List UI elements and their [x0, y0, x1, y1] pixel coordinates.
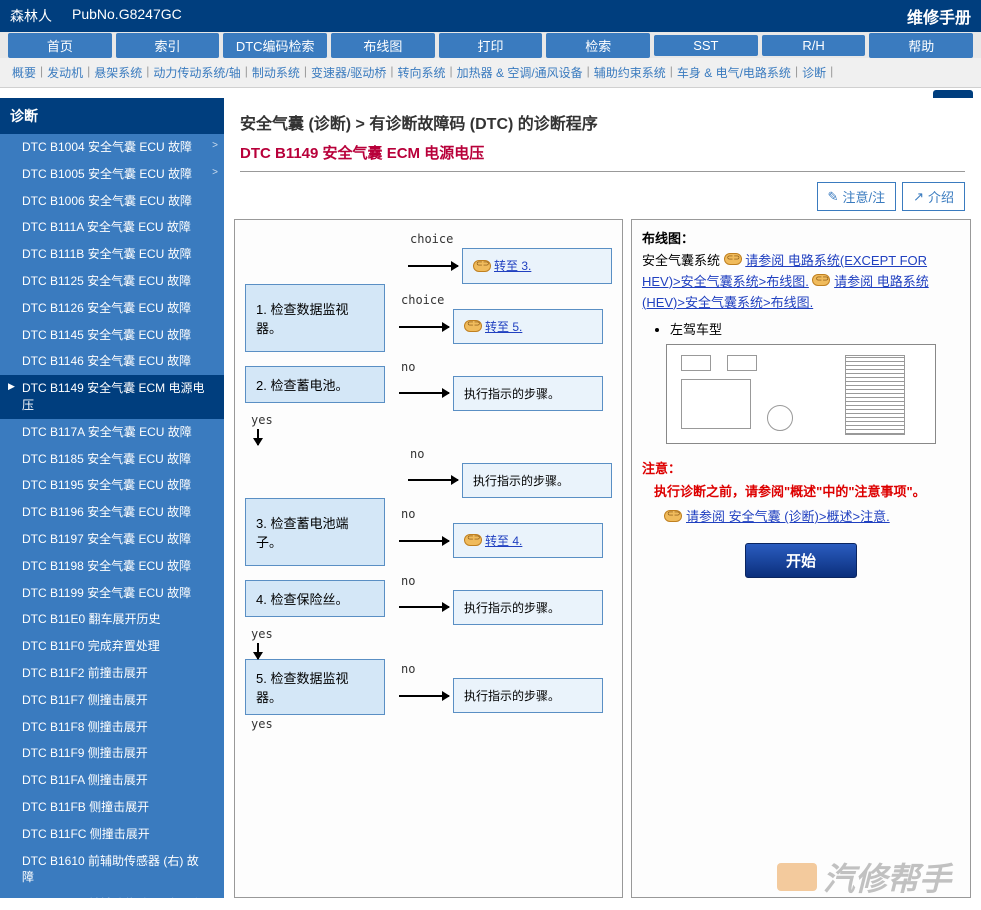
nav-R/H[interactable]: R/H — [762, 35, 866, 56]
model-label: 森林人 — [10, 6, 52, 26]
subnav-5[interactable]: 变速器/驱动桥 — [307, 64, 390, 81]
exec-box: 执行指示的步骤。 — [462, 463, 612, 498]
sidebar-item-0[interactable]: DTC B1004 安全气囊 ECU 故障> — [0, 134, 224, 161]
sidebar-item-16[interactable]: DTC B1199 安全气囊 ECU 故障 — [0, 580, 224, 607]
start-button[interactable]: 开始 — [745, 543, 857, 578]
flowchart-panel: choice 转至 3. 1. 检查数据监视器。 choice 转至 5. — [234, 219, 623, 898]
note-title: 注意： — [642, 458, 960, 477]
subnav-4[interactable]: 制动系统 — [248, 64, 304, 81]
nav-打印[interactable]: 打印 — [439, 33, 543, 58]
sidebar-item-8[interactable]: DTC B1146 安全气囊 ECU 故障 — [0, 348, 224, 375]
nav-帮助[interactable]: 帮助 — [869, 33, 973, 58]
subnav-10[interactable]: 诊断 — [798, 64, 830, 81]
step-2-box: 2. 检查蓄电池。 — [245, 366, 385, 403]
step-3-box: 3. 检查蓄电池端子。 — [245, 498, 385, 566]
sidebar-item-10[interactable]: DTC B117A 安全气囊 ECU 故障 — [0, 419, 224, 446]
subnav-6[interactable]: 转向系统 — [394, 64, 450, 81]
breadcrumb: 安全气囊 (诊断) > 有诊断故障码 (DTC) 的诊断程序 — [224, 98, 981, 142]
subnav-2[interactable]: 悬架系统 — [90, 64, 146, 81]
sidebar-item-5[interactable]: DTC B1125 安全气囊 ECU 故障 — [0, 268, 224, 295]
sidebar-item-9[interactable]: DTC B1149 安全气囊 ECM 电源电压 — [0, 375, 224, 419]
nav-SST[interactable]: SST — [654, 35, 758, 56]
sidebar: 诊断 DTC B1004 安全气囊 ECU 故障>DTC B1005 安全气囊 … — [0, 98, 224, 898]
goto-3-link[interactable]: 转至 3. — [462, 248, 612, 284]
sidebar-item-4[interactable]: DTC B111B 安全气囊 ECU 故障 — [0, 241, 224, 268]
goto-5-link[interactable]: 转至 5. — [453, 309, 603, 345]
vehicle-type: 左驾车型 — [670, 319, 960, 338]
subnav-7[interactable]: 加热器 & 空调/通风设备 — [453, 64, 587, 81]
goto-4-link[interactable]: 转至 4. — [453, 523, 603, 559]
sidebar-item-14[interactable]: DTC B1197 安全气囊 ECU 故障 — [0, 526, 224, 553]
nav-首页[interactable]: 首页 — [8, 33, 112, 58]
sidebar-item-11[interactable]: DTC B1185 安全气囊 ECU 故障 — [0, 446, 224, 473]
sidebar-item-7[interactable]: DTC B1145 安全气囊 ECU 故障 — [0, 322, 224, 349]
sidebar-item-1[interactable]: DTC B1005 安全气囊 ECU 故障> — [0, 161, 224, 188]
sidebar-item-25[interactable]: DTC B11FC 侧撞击展开 — [0, 821, 224, 848]
nav-bar: 首页索引DTC编码检索布线图打印检索SSTR/H帮助 — [0, 32, 981, 58]
sidebar-item-2[interactable]: DTC B1006 安全气囊 ECU 故障 — [0, 188, 224, 215]
info-panel: 布线图： 安全气囊系统 请参阅 电路系统(EXCEPT FOR HEV)>安全气… — [631, 219, 971, 898]
sidebar-item-21[interactable]: DTC B11F8 侧撞击展开 — [0, 714, 224, 741]
nav-DTC编码检索[interactable]: DTC编码检索 — [223, 33, 327, 58]
sidebar-item-12[interactable]: DTC B1195 安全气囊 ECU 故障 — [0, 472, 224, 499]
sidebar-item-6[interactable]: DTC B1126 安全气囊 ECU 故障 — [0, 295, 224, 322]
sidebar-item-3[interactable]: DTC B111A 安全气囊 ECU 故障 — [0, 214, 224, 241]
sidebar-item-18[interactable]: DTC B11F0 完成弃置处理 — [0, 633, 224, 660]
content-area: 安全气囊 (诊断) > 有诊断故障码 (DTC) 的诊断程序 DTC B1149… — [224, 98, 981, 898]
exec-box: 执行指示的步骤。 — [453, 678, 603, 713]
step-4-box: 4. 检查保险丝。 — [245, 580, 385, 617]
subnav-9[interactable]: 车身 & 电气/电路系统 — [673, 64, 795, 81]
scroll-top-button[interactable] — [933, 90, 973, 98]
top-bar: 森林人 PubNo.G8247GC 维修手册 — [0, 0, 981, 32]
sub-nav: 概要 | 发动机 | 悬架系统 | 动力传动系统/轴 | 制动系统 | 变速器/… — [0, 58, 981, 88]
sidebar-item-17[interactable]: DTC B11E0 翻车展开历史 — [0, 606, 224, 633]
sidebar-item-24[interactable]: DTC B11FB 侧撞击展开 — [0, 794, 224, 821]
subnav-1[interactable]: 发动机 — [43, 64, 87, 81]
exec-box: 执行指示的步骤。 — [453, 376, 603, 411]
subnav-0[interactable]: 概要 — [8, 64, 40, 81]
note-text: 执行诊断之前，请参阅"概述"中的"注意事项"。 — [642, 477, 960, 506]
nav-索引[interactable]: 索引 — [116, 33, 220, 58]
sidebar-item-19[interactable]: DTC B11F2 前撞击展开 — [0, 660, 224, 687]
sidebar-item-13[interactable]: DTC B1196 安全气囊 ECU 故障 — [0, 499, 224, 526]
step-5-box: 5. 检查数据监视器。 — [245, 659, 385, 715]
wiring-diagram-thumb[interactable] — [666, 344, 936, 444]
intro-button[interactable]: ↗介绍 — [902, 182, 965, 211]
sidebar-item-23[interactable]: DTC B11FA 侧撞击展开 — [0, 767, 224, 794]
subnav-8[interactable]: 辅助约束系统 — [590, 64, 670, 81]
sidebar-title: 诊断 — [0, 98, 224, 134]
nav-检索[interactable]: 检索 — [546, 33, 650, 58]
sidebar-item-27[interactable]: DTC B1612 前辅助传感器 (右) 丢失通讯 — [0, 891, 224, 898]
exec-box: 执行指示的步骤。 — [453, 590, 603, 625]
nav-布线图[interactable]: 布线图 — [331, 33, 435, 58]
sidebar-item-15[interactable]: DTC B1198 安全气囊 ECU 故障 — [0, 553, 224, 580]
note-link[interactable]: 请参阅 安全气囊 (诊断)>概述>注意. — [686, 506, 890, 525]
page-title: DTC B1149 安全气囊 ECM 电源电压 — [224, 142, 981, 171]
subnav-3[interactable]: 动力传动系统/轴 — [149, 64, 244, 81]
manual-label: 维修手册 — [907, 4, 971, 28]
wiring-title: 布线图： — [642, 228, 960, 247]
sidebar-item-22[interactable]: DTC B11F9 侧撞击展开 — [0, 740, 224, 767]
step-1-box: 1. 检查数据监视器。 — [245, 284, 385, 352]
pubno-label: PubNo.G8247GC — [72, 6, 182, 26]
sidebar-item-26[interactable]: DTC B1610 前辅助传感器 (右) 故障 — [0, 848, 224, 892]
sidebar-item-20[interactable]: DTC B11F7 侧撞击展开 — [0, 687, 224, 714]
sidebar-list: DTC B1004 安全气囊 ECU 故障>DTC B1005 安全气囊 ECU… — [0, 134, 224, 898]
note-button[interactable]: ✎注意/注 — [817, 182, 897, 211]
